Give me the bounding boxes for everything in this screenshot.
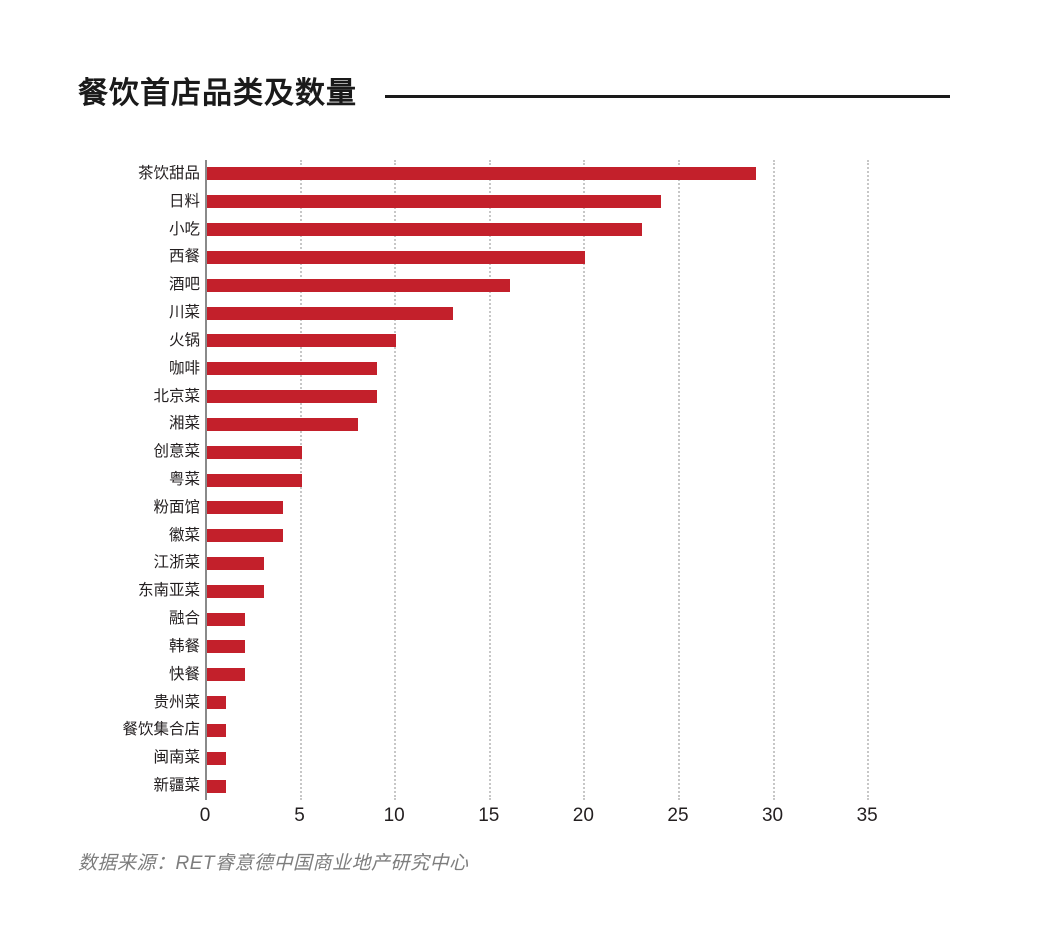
bar [207,501,283,515]
bar-chart: 茶饮甜品日料小吃西餐酒吧川菜火锅咖啡北京菜湘菜创意菜粤菜粉面馆徽菜江浙菜东南亚菜… [78,160,958,825]
bar [207,167,756,181]
bar [207,195,662,209]
x-tick-label: 25 [667,805,689,826]
value-axis-labels: 0 5 10 15 20 25 30 35 [200,800,905,834]
bar [207,334,397,348]
bar [207,723,226,737]
title-divider-rule [385,94,950,98]
category-label: 新疆菜 [153,777,200,795]
category-label: 粉面馆 [153,498,200,516]
value-axis-line [205,160,207,800]
bar [207,278,510,292]
category-label: 东南亚菜 [137,582,200,600]
bar [207,306,453,320]
bar [207,529,283,543]
bar [207,612,245,626]
category-label: 西餐 [168,248,200,266]
category-label: 闽南菜 [153,749,200,767]
x-tick-label: 0 [199,805,211,826]
category-label: 茶饮甜品 [137,164,200,182]
x-tick-label: 35 [856,805,878,826]
category-axis-labels: 茶饮甜品日料小吃西餐酒吧川菜火锅咖啡北京菜湘菜创意菜粤菜粉面馆徽菜江浙菜东南亚菜… [78,160,200,800]
bar [207,751,226,765]
bar [207,390,378,404]
page-title: 餐饮首店品类及数量 [78,77,357,110]
bar [207,417,359,431]
category-label: 韩餐 [168,637,200,655]
bar [207,445,302,459]
bar [207,473,302,487]
title-block: 餐饮首店品类及数量 [78,68,950,120]
bar [207,668,245,682]
bar [207,640,245,654]
bar [207,556,264,570]
category-label: 创意菜 [153,443,200,461]
plot-area [205,160,905,800]
bar [207,223,643,237]
category-label: 餐饮集合店 [122,721,200,739]
x-tick-label: 5 [294,805,305,826]
category-label: 粤菜 [168,471,200,488]
category-label: 日料 [168,192,200,210]
category-label: 快餐 [168,665,200,683]
category-label: 融合 [168,610,200,628]
x-tick-label: 30 [761,805,784,826]
x-tick-label: 10 [383,805,405,826]
category-label: 川菜 [168,304,200,322]
category-label: 徽菜 [168,526,200,544]
bar [207,362,378,376]
x-tick-label: 20 [572,805,594,826]
bar [207,696,226,710]
bar-series [205,160,905,800]
bar [207,250,586,264]
category-label: 北京菜 [153,387,200,405]
category-label: 江浙菜 [153,554,200,572]
x-tick-label: 15 [478,805,500,826]
bar [207,779,226,793]
category-label: 贵州菜 [153,693,200,711]
category-label: 小吃 [168,220,200,238]
source-note: 数据来源：RET睿意德中国商业地产研究中心 [78,853,469,874]
category-label: 湘菜 [168,415,200,433]
category-label: 火锅 [168,331,200,349]
bar [207,584,264,598]
category-label: 咖啡 [168,359,200,377]
category-label: 酒吧 [168,276,200,294]
